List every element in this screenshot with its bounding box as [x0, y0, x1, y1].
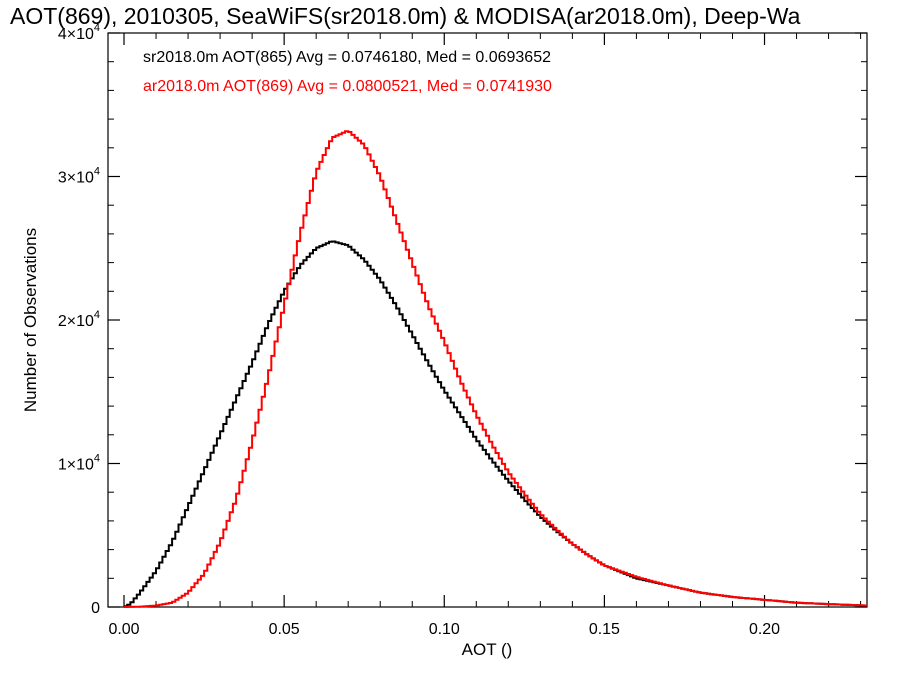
x-tick-label-3: 0.15: [589, 621, 620, 638]
plot-frame: [107, 32, 868, 608]
legend-entry-red: ar2018.0m AOT(869) Avg = 0.0800521, Med …: [143, 78, 552, 95]
x-axis-label: AOT (): [462, 640, 513, 659]
y-axis-ticks: 0 1×104 2×104 3×104 4×104: [58, 22, 867, 617]
x-tick-label-1: 0.05: [269, 621, 300, 638]
x-tick-label-0: 0.00: [108, 621, 139, 638]
y-tick-label-4: 4×104: [58, 22, 100, 43]
series-line-black: [124, 240, 867, 608]
y-tick-label-2: 2×104: [58, 309, 100, 330]
x-tick-label-4: 0.20: [749, 621, 780, 638]
x-axis-ticks: 0.00 0.05 0.10 0.15 0.20: [108, 33, 862, 638]
chart-title: AOT(869), 2010305, SeaWiFS(sr2018.0m) & …: [10, 3, 801, 29]
y-tick-label-1: 1×104: [58, 453, 100, 474]
legend-entry-black: sr2018.0m AOT(865) Avg = 0.0746180, Med …: [143, 49, 551, 66]
series-line-red: [124, 130, 867, 608]
x-tick-label-2: 0.10: [429, 621, 460, 638]
y-tick-label-3: 3×104: [58, 166, 100, 187]
series-lines: [124, 130, 867, 608]
y-tick-label-0: 0: [91, 600, 100, 617]
y-axis-label: Number of Observations: [21, 228, 40, 412]
